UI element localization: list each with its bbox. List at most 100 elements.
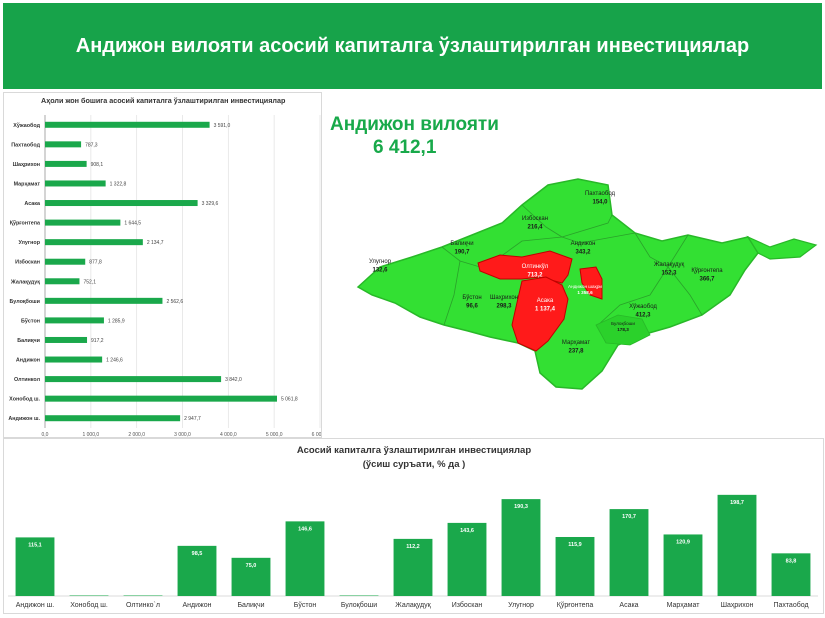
- bar-value-label: 1 644,5: [124, 221, 141, 227]
- bar: [231, 557, 271, 596]
- map-east-strip: [746, 235, 818, 260]
- bar-value-label: 98,5: [192, 551, 203, 557]
- bar-value-label: 2 134,7: [147, 240, 164, 246]
- bar-value-label: 1 322,8: [110, 181, 127, 187]
- bar-value-label: 143,6: [460, 528, 474, 534]
- bar: [45, 297, 163, 304]
- map-region-value: 154,0: [592, 200, 608, 206]
- map-region-value: 132,6: [372, 268, 388, 274]
- map-region-value: 237,8: [568, 349, 584, 355]
- bar: [45, 356, 103, 363]
- bar: [663, 534, 703, 596]
- y-category-label: Улугнор: [19, 240, 41, 246]
- bar: [285, 521, 325, 596]
- bar-value-label: 908,1: [91, 162, 104, 168]
- y-category-label: Андижон ш.: [8, 416, 40, 422]
- bar: [501, 499, 541, 596]
- bar: [45, 239, 143, 246]
- bar: [447, 522, 487, 596]
- map-region-name: Балиқчи: [450, 241, 473, 247]
- map-region-value: 96,6: [466, 304, 478, 310]
- x-tick-label: 3 000,0: [174, 432, 191, 437]
- map-title: Андижон вилояти: [330, 114, 499, 135]
- map-region-name: Булоқбоши: [611, 321, 635, 326]
- bar: [45, 278, 80, 285]
- border-line: [597, 266, 669, 326]
- bar: [717, 494, 757, 596]
- x-category-label: Андижон ш.: [16, 602, 55, 609]
- map-region-andijan-city: [579, 266, 603, 300]
- map-region-name: Избоскан: [522, 216, 548, 222]
- map-region-name: Марҳамат: [562, 340, 590, 346]
- bar: [45, 160, 87, 167]
- x-category-label: Бўстон: [294, 601, 317, 609]
- bar: [45, 258, 86, 265]
- map-total: 6 412,1: [373, 137, 437, 158]
- bar-value-label: 917,2: [91, 338, 104, 344]
- bar: [177, 545, 217, 596]
- bar-value-label: 115,9: [568, 542, 581, 548]
- x-category-label: Балиқчи: [237, 602, 264, 609]
- bar-value-label: 2 562,6: [166, 299, 183, 305]
- x-tick-label: 4 000,0: [220, 432, 237, 437]
- bar: [771, 553, 811, 596]
- map-region-value: 1 358,6: [577, 290, 593, 295]
- bar: [45, 395, 277, 402]
- bar: [15, 537, 55, 596]
- x-tick-label: 5 000,0: [266, 432, 283, 437]
- y-category-label: Марҳамат: [14, 181, 41, 187]
- x-tick-label: 6 000,0: [312, 432, 321, 437]
- x-category-label: Жалақудуқ: [395, 602, 431, 609]
- y-category-label: Жалақудуқ: [10, 279, 40, 285]
- bar: [609, 509, 649, 596]
- bar: [69, 595, 109, 596]
- map-region-value: 190,7: [454, 250, 470, 256]
- bar-value-label: 120,9: [676, 539, 690, 545]
- bar: [393, 538, 433, 596]
- map-region-oltinkol: [477, 250, 573, 284]
- per-capita-bar-chart: Аҳоли жон бошига асосий капиталга ўзлашт…: [8, 96, 328, 438]
- growth-chart-panel: Асосий капиталга ўзлаштирилган инвестици…: [3, 438, 824, 614]
- chart-title: Асосий капиталга ўзлаштирилган инвестици…: [297, 445, 531, 456]
- map-region-asaka: [511, 276, 569, 352]
- bar-value-label: 146,6: [298, 526, 312, 532]
- map-region-name: Жалақудуқ: [654, 262, 685, 268]
- map-region-value: 412,3: [635, 313, 651, 319]
- y-category-label: Олтинкол: [14, 377, 41, 383]
- map-region-name: Хўжаобод: [629, 303, 657, 310]
- x-category-label: Избоскан: [452, 601, 483, 609]
- x-category-label: Пахтаобод: [773, 601, 808, 609]
- bar-value-label: 877,8: [89, 260, 102, 266]
- border-line: [561, 232, 636, 244]
- bar: [45, 141, 82, 148]
- border-line: [634, 232, 689, 268]
- map-region-value: 298,3: [496, 304, 512, 310]
- bar: [45, 180, 106, 187]
- bar: [45, 415, 181, 422]
- x-tick-label: 2 000,0: [128, 432, 145, 437]
- chart-title: Аҳоли жон бошига асосий капиталга ўзлашт…: [41, 96, 286, 105]
- growth-bar-chart: Асосий капиталга ўзлаштирилган инвестици…: [8, 445, 818, 609]
- map-region-value: 1 137,4: [535, 307, 556, 313]
- bar-value-label: 3 591,0: [214, 123, 231, 129]
- y-category-label: Шаҳрихон: [13, 162, 40, 168]
- map-region-value: 178,3: [617, 327, 629, 332]
- bar-value-label: 75,0: [246, 563, 257, 569]
- x-category-label: Хонобод ш.: [70, 601, 108, 609]
- y-category-label: Қўрғонтепа: [10, 220, 41, 227]
- map-region-name: Асака: [537, 298, 554, 304]
- y-category-label: Балиқчи: [17, 338, 40, 344]
- bar-value-label: 115,1: [28, 542, 41, 548]
- map-region-value: 216,4: [527, 225, 543, 231]
- y-category-label: Пахтаобод: [11, 141, 40, 148]
- bar: [555, 536, 595, 596]
- y-category-label: Избоскан: [15, 259, 40, 266]
- map-region-name: Андижон шаҳри: [568, 284, 602, 289]
- map-region-name: Шаҳрихон: [490, 295, 518, 301]
- map-region-name: Пахтаобод: [585, 191, 616, 197]
- map-region-value: 713,2: [527, 273, 543, 279]
- bar-value-label: 170,7: [622, 514, 636, 520]
- x-category-label: Шаҳрихон: [721, 602, 754, 609]
- x-tick-label: 1 000,0: [82, 432, 99, 437]
- bar-value-label: 83,8: [786, 558, 797, 564]
